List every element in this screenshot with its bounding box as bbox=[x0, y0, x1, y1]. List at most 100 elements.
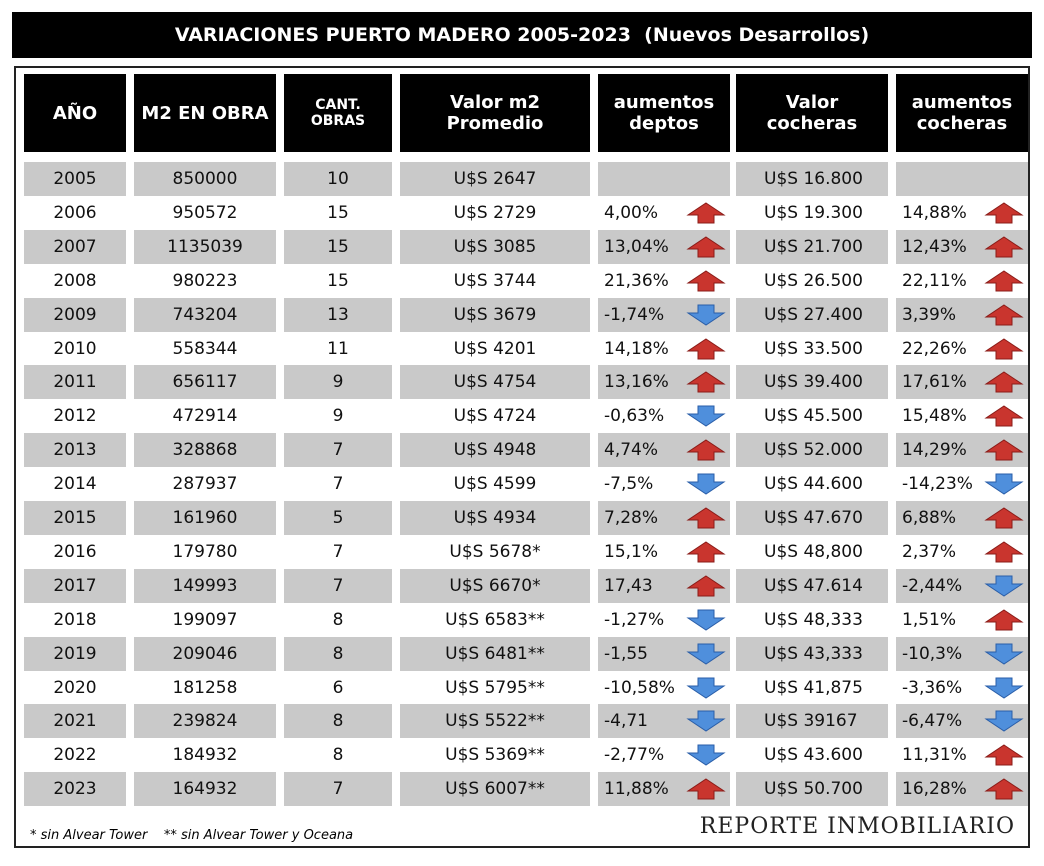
cell: 2015 bbox=[24, 501, 126, 535]
cell-text: 3,39% bbox=[902, 304, 957, 325]
cell-text: 9 bbox=[332, 406, 344, 427]
arrow-down bbox=[984, 473, 1024, 495]
cell-text: 2017 bbox=[53, 575, 97, 596]
cell-text: 2019 bbox=[53, 643, 97, 664]
cell: U$S 26.500 bbox=[736, 264, 888, 298]
cell: U$S 47.670 bbox=[736, 501, 888, 535]
cell: U$S 19.300 bbox=[736, 196, 888, 230]
cell-text: 2016 bbox=[53, 541, 97, 562]
cell-text: 8 bbox=[332, 643, 344, 664]
cell: 22,26% bbox=[896, 332, 1028, 366]
cell: 14,18% bbox=[598, 332, 730, 366]
cell-text: 2005 bbox=[53, 169, 97, 189]
cell bbox=[896, 162, 1028, 196]
cell-text: 850000 bbox=[172, 169, 238, 189]
cell: U$S 27.400 bbox=[736, 297, 888, 332]
cell: 1,51% bbox=[896, 603, 1028, 637]
cell: 2020 bbox=[24, 671, 126, 705]
cell: 2013 bbox=[24, 433, 126, 468]
cell-text: U$S 5795** bbox=[445, 677, 545, 698]
cell: 2007 bbox=[24, 229, 126, 264]
brand: REPORTE INMOBILIARIO bbox=[699, 814, 1015, 839]
cell: 2010 bbox=[24, 332, 126, 366]
cell-text: 11,31% bbox=[902, 745, 967, 766]
cell-text: 7 bbox=[332, 474, 344, 495]
cell: 15 bbox=[284, 196, 392, 230]
arrow-down bbox=[686, 304, 726, 326]
cell: 8 bbox=[284, 636, 392, 671]
cell-text: U$S 44.600 bbox=[764, 474, 863, 495]
cell: 239824 bbox=[134, 704, 276, 739]
cell-text: 980223 bbox=[172, 270, 238, 291]
cell: U$S 3085 bbox=[400, 229, 590, 264]
cell: 2012 bbox=[24, 399, 126, 433]
cell: -10,3% bbox=[896, 636, 1028, 671]
cell-text: 13,04% bbox=[604, 236, 669, 257]
cell: U$S 4934 bbox=[400, 501, 590, 535]
cell: U$S 16.800 bbox=[736, 162, 888, 196]
arrow-up bbox=[984, 337, 1024, 359]
cell-text: 5 bbox=[332, 508, 344, 528]
cell-text: 2020 bbox=[53, 677, 97, 698]
cell: 850000 bbox=[134, 162, 276, 196]
cell: 8 bbox=[284, 738, 392, 772]
cell-text: 2,37% bbox=[902, 541, 957, 562]
cell: 209046 bbox=[134, 636, 276, 671]
cell: 2005 bbox=[24, 162, 126, 196]
cell: U$S 39.400 bbox=[736, 365, 888, 400]
cell-text: 2022 bbox=[53, 745, 97, 766]
cell: U$S 50.700 bbox=[736, 772, 888, 807]
cell-text: -4,71 bbox=[604, 711, 648, 732]
arrow-up bbox=[686, 337, 726, 359]
cell: -6,47% bbox=[896, 704, 1028, 739]
cell: 472914 bbox=[134, 399, 276, 433]
cell: 2023 bbox=[24, 772, 126, 807]
cell: 12,43% bbox=[896, 229, 1028, 264]
arrow-up bbox=[686, 270, 726, 292]
cell-text: U$S 50.700 bbox=[764, 779, 863, 800]
cell: 2014 bbox=[24, 467, 126, 501]
cell: 6 bbox=[284, 671, 392, 705]
cell: -1,74% bbox=[598, 297, 730, 332]
arrow-up bbox=[984, 507, 1024, 529]
cell: U$S 44.600 bbox=[736, 467, 888, 501]
cell-text: 16,28% bbox=[902, 779, 967, 800]
cell-text: U$S 5369** bbox=[445, 745, 545, 766]
cell: 16,28% bbox=[896, 772, 1028, 807]
cell: U$S 48,333 bbox=[736, 603, 888, 637]
cell-text: U$S 52.000 bbox=[764, 440, 863, 461]
cell-text: U$S 4948 bbox=[453, 440, 537, 461]
cell: U$S 43,333 bbox=[736, 636, 888, 671]
cell-text: 181258 bbox=[172, 677, 238, 698]
cell: 8 bbox=[284, 704, 392, 739]
arrow-up bbox=[984, 303, 1024, 326]
arrow-up bbox=[984, 405, 1024, 427]
cell-text: 164932 bbox=[172, 779, 238, 800]
cell-text: -1,27% bbox=[604, 609, 665, 630]
cell-text: U$S 6481** bbox=[445, 643, 545, 664]
cell-text: 4,00% bbox=[604, 202, 659, 223]
arrow-down bbox=[686, 473, 726, 495]
cell: 7 bbox=[284, 433, 392, 468]
cell-text: 2007 bbox=[53, 236, 97, 257]
cell-text: 8 bbox=[332, 745, 344, 766]
cell: 181258 bbox=[134, 671, 276, 705]
cell-text: U$S 2647 bbox=[453, 169, 537, 189]
cell-text: 2023 bbox=[53, 779, 97, 800]
cell: U$S 21.700 bbox=[736, 229, 888, 264]
cell-text: 2009 bbox=[53, 304, 97, 325]
cell-text: -10,58% bbox=[604, 677, 675, 698]
cell-text: 4,74% bbox=[604, 440, 659, 461]
cell-text: 1,51% bbox=[902, 609, 957, 630]
cell-text: U$S 45.500 bbox=[764, 406, 863, 427]
header-cell: M2 EN OBRA bbox=[134, 74, 276, 152]
arrow-up bbox=[984, 778, 1024, 800]
title: VARIACIONES PUERTO MADERO 2005-2023 (Nue… bbox=[12, 12, 1032, 58]
cell: 2017 bbox=[24, 568, 126, 603]
arrow-up bbox=[984, 236, 1024, 258]
cell-text: U$S 41,875 bbox=[764, 677, 863, 698]
cell: U$S 4948 bbox=[400, 433, 590, 468]
cell: U$S 6481** bbox=[400, 636, 590, 671]
arrow-down bbox=[686, 405, 726, 427]
cell-text: 15,1% bbox=[604, 541, 659, 562]
